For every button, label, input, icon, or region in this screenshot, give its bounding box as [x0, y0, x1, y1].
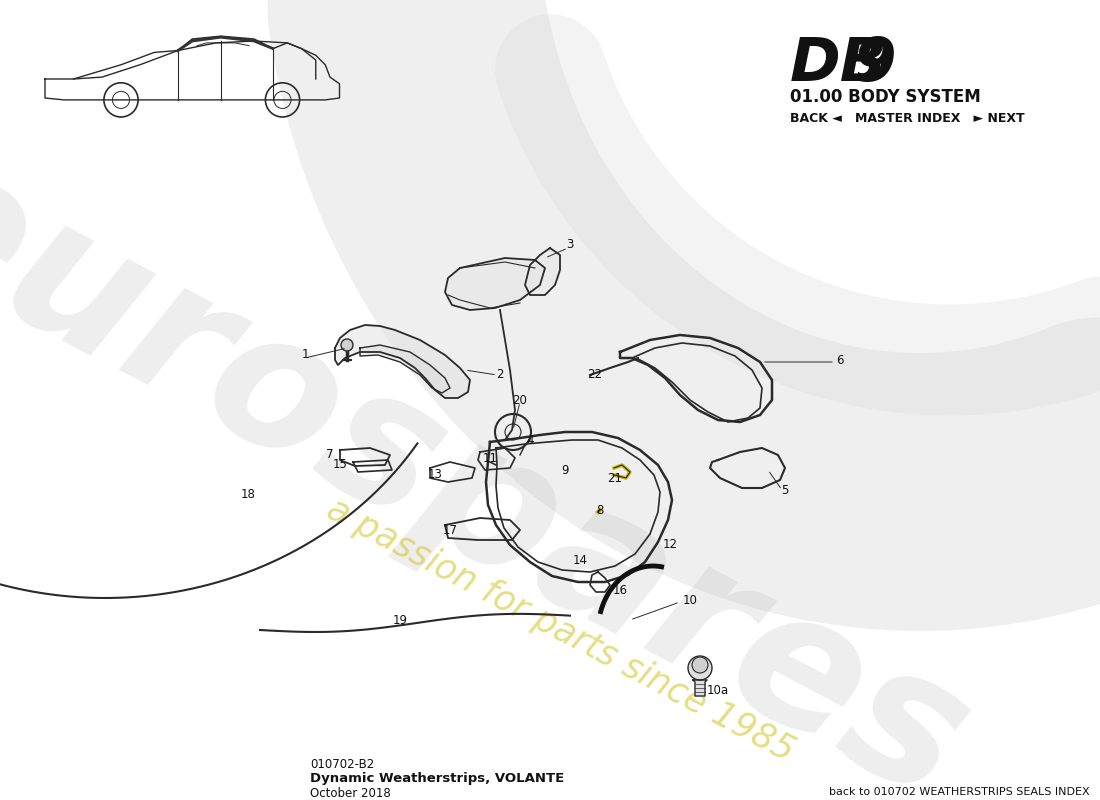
Text: 18: 18: [241, 489, 255, 502]
Polygon shape: [336, 325, 470, 398]
Text: 11: 11: [483, 451, 497, 465]
Text: 9: 9: [561, 463, 569, 477]
Text: 10a: 10a: [707, 683, 729, 697]
Text: 20: 20: [513, 394, 527, 406]
Polygon shape: [446, 258, 544, 310]
Text: 13: 13: [428, 469, 442, 482]
Text: eurospares: eurospares: [0, 122, 996, 800]
Text: 9: 9: [852, 35, 895, 94]
Text: Dynamic Weatherstrips, VOLANTE: Dynamic Weatherstrips, VOLANTE: [310, 772, 564, 785]
Circle shape: [341, 339, 353, 351]
Circle shape: [688, 656, 712, 680]
Text: 8: 8: [596, 503, 604, 517]
Text: 12: 12: [662, 538, 678, 551]
Text: 16: 16: [613, 583, 627, 597]
Text: 22: 22: [587, 369, 603, 382]
Polygon shape: [360, 345, 450, 393]
Polygon shape: [525, 248, 560, 295]
Text: BACK ◄   MASTER INDEX   ► NEXT: BACK ◄ MASTER INDEX ► NEXT: [790, 112, 1024, 125]
Text: 15: 15: [332, 458, 348, 471]
Text: 3: 3: [566, 238, 574, 251]
Text: DB: DB: [790, 35, 888, 94]
Text: back to 010702 WEATHERSTRIPS SEALS INDEX: back to 010702 WEATHERSTRIPS SEALS INDEX: [829, 787, 1090, 797]
Text: 10: 10: [683, 594, 697, 606]
Text: 7: 7: [327, 449, 333, 462]
Text: 2: 2: [496, 369, 504, 382]
Text: 21: 21: [607, 471, 623, 485]
Text: October 2018: October 2018: [310, 787, 390, 800]
Text: 4: 4: [526, 434, 534, 446]
Circle shape: [692, 657, 708, 673]
Polygon shape: [693, 680, 707, 696]
Text: 010702-B2: 010702-B2: [310, 758, 374, 771]
Text: 14: 14: [572, 554, 587, 566]
Text: 6: 6: [836, 354, 844, 366]
Text: 1: 1: [301, 349, 309, 362]
Text: 01.00 BODY SYSTEM: 01.00 BODY SYSTEM: [790, 88, 981, 106]
Text: 5: 5: [781, 483, 789, 497]
Text: 19: 19: [393, 614, 407, 626]
Text: 17: 17: [442, 523, 458, 537]
Text: a passion for parts since 1985: a passion for parts since 1985: [320, 492, 800, 768]
